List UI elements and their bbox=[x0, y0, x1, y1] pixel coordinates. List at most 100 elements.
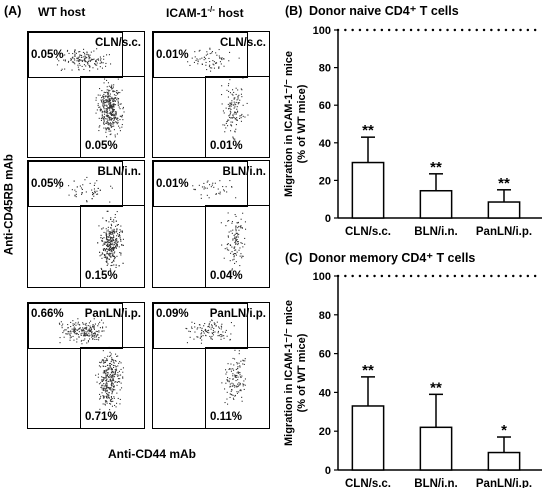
event-dot bbox=[109, 100, 111, 102]
event-dot bbox=[111, 262, 113, 264]
event-dot bbox=[117, 372, 119, 374]
event-dot bbox=[112, 361, 114, 363]
event-dot bbox=[104, 370, 106, 372]
significance-marker: ** bbox=[362, 122, 374, 139]
event-dot bbox=[234, 239, 236, 241]
event-dot bbox=[108, 388, 110, 390]
event-dot bbox=[243, 383, 245, 385]
event-dot bbox=[227, 212, 229, 214]
event-dot bbox=[110, 250, 112, 252]
event-dot bbox=[108, 101, 110, 103]
event-dot bbox=[73, 339, 75, 341]
event-dot bbox=[74, 194, 76, 196]
event-dot bbox=[105, 140, 107, 142]
event-dot bbox=[118, 362, 120, 364]
event-dot bbox=[115, 381, 117, 383]
event-dot bbox=[235, 254, 237, 256]
event-dot bbox=[110, 86, 112, 88]
event-dot bbox=[224, 131, 226, 133]
event-dot bbox=[110, 243, 112, 245]
event-dot bbox=[112, 121, 114, 123]
event-dot bbox=[112, 383, 114, 385]
event-dot bbox=[237, 98, 239, 100]
event-dot bbox=[214, 323, 216, 325]
event-dot bbox=[223, 257, 225, 259]
event-dot bbox=[201, 330, 203, 332]
event-dot bbox=[197, 59, 199, 61]
event-dot bbox=[244, 378, 246, 380]
event-dot bbox=[77, 60, 79, 62]
wt-host-header: WT host bbox=[38, 5, 86, 19]
event-dot bbox=[105, 128, 107, 130]
event-dot bbox=[113, 230, 115, 232]
event-dot bbox=[234, 386, 236, 388]
event-dot bbox=[78, 61, 80, 63]
event-dot bbox=[58, 60, 60, 62]
event-dot bbox=[212, 329, 214, 331]
event-dot bbox=[101, 228, 103, 230]
event-dot bbox=[209, 47, 211, 49]
event-dot bbox=[80, 329, 82, 331]
event-dot bbox=[89, 326, 91, 328]
event-dot bbox=[103, 365, 105, 367]
event-dot bbox=[106, 359, 108, 361]
event-dot bbox=[103, 120, 105, 122]
event-dot bbox=[102, 248, 104, 250]
event-dot bbox=[242, 246, 244, 248]
event-dot bbox=[98, 330, 100, 332]
event-dot bbox=[242, 359, 244, 361]
event-dot bbox=[101, 386, 103, 388]
event-dot bbox=[103, 119, 105, 121]
event-dot bbox=[81, 343, 83, 345]
event-dot bbox=[88, 328, 90, 330]
event-dot bbox=[82, 328, 84, 330]
event-dot bbox=[106, 381, 108, 383]
lower-gate bbox=[80, 76, 144, 157]
event-dot bbox=[106, 389, 108, 391]
event-dot bbox=[107, 128, 109, 130]
event-dot bbox=[89, 66, 91, 68]
event-dot bbox=[100, 267, 102, 269]
event-dot bbox=[109, 403, 111, 405]
event-dot bbox=[114, 381, 116, 383]
event-dot bbox=[110, 245, 112, 247]
event-dot bbox=[234, 262, 236, 264]
event-dot bbox=[104, 404, 106, 406]
event-dot bbox=[112, 254, 114, 256]
event-dot bbox=[119, 130, 121, 132]
event-dot bbox=[112, 90, 114, 92]
event-dot bbox=[234, 106, 236, 108]
event-dot bbox=[107, 107, 109, 109]
event-dot bbox=[110, 399, 112, 401]
event-dot bbox=[76, 341, 78, 343]
event-dot bbox=[64, 54, 66, 56]
event-dot bbox=[111, 96, 113, 98]
event-dot bbox=[101, 379, 103, 381]
event-dot bbox=[200, 342, 202, 344]
y-tick-label: 60 bbox=[319, 349, 331, 361]
event-dot bbox=[235, 112, 237, 114]
event-dot bbox=[112, 374, 114, 376]
event-dot bbox=[105, 373, 107, 375]
event-dot bbox=[225, 122, 227, 124]
event-dot bbox=[64, 60, 66, 62]
event-dot bbox=[112, 359, 114, 361]
event-dot bbox=[106, 109, 108, 111]
event-dot bbox=[107, 393, 109, 395]
event-dot bbox=[66, 50, 68, 52]
event-dot bbox=[112, 123, 114, 125]
y-axis-label-line2: (% of WT mice) bbox=[296, 333, 308, 412]
event-dot bbox=[100, 108, 102, 110]
event-dot bbox=[96, 109, 98, 111]
event-dot bbox=[80, 187, 82, 189]
event-dot bbox=[108, 368, 110, 370]
event-dot bbox=[221, 57, 223, 59]
event-dot bbox=[232, 121, 234, 123]
event-dot bbox=[226, 335, 228, 337]
event-dot bbox=[239, 366, 241, 368]
event-dot bbox=[115, 406, 117, 408]
event-dot bbox=[95, 330, 97, 332]
event-dot bbox=[93, 318, 95, 320]
event-dot bbox=[229, 393, 231, 395]
event-dot bbox=[100, 335, 102, 337]
